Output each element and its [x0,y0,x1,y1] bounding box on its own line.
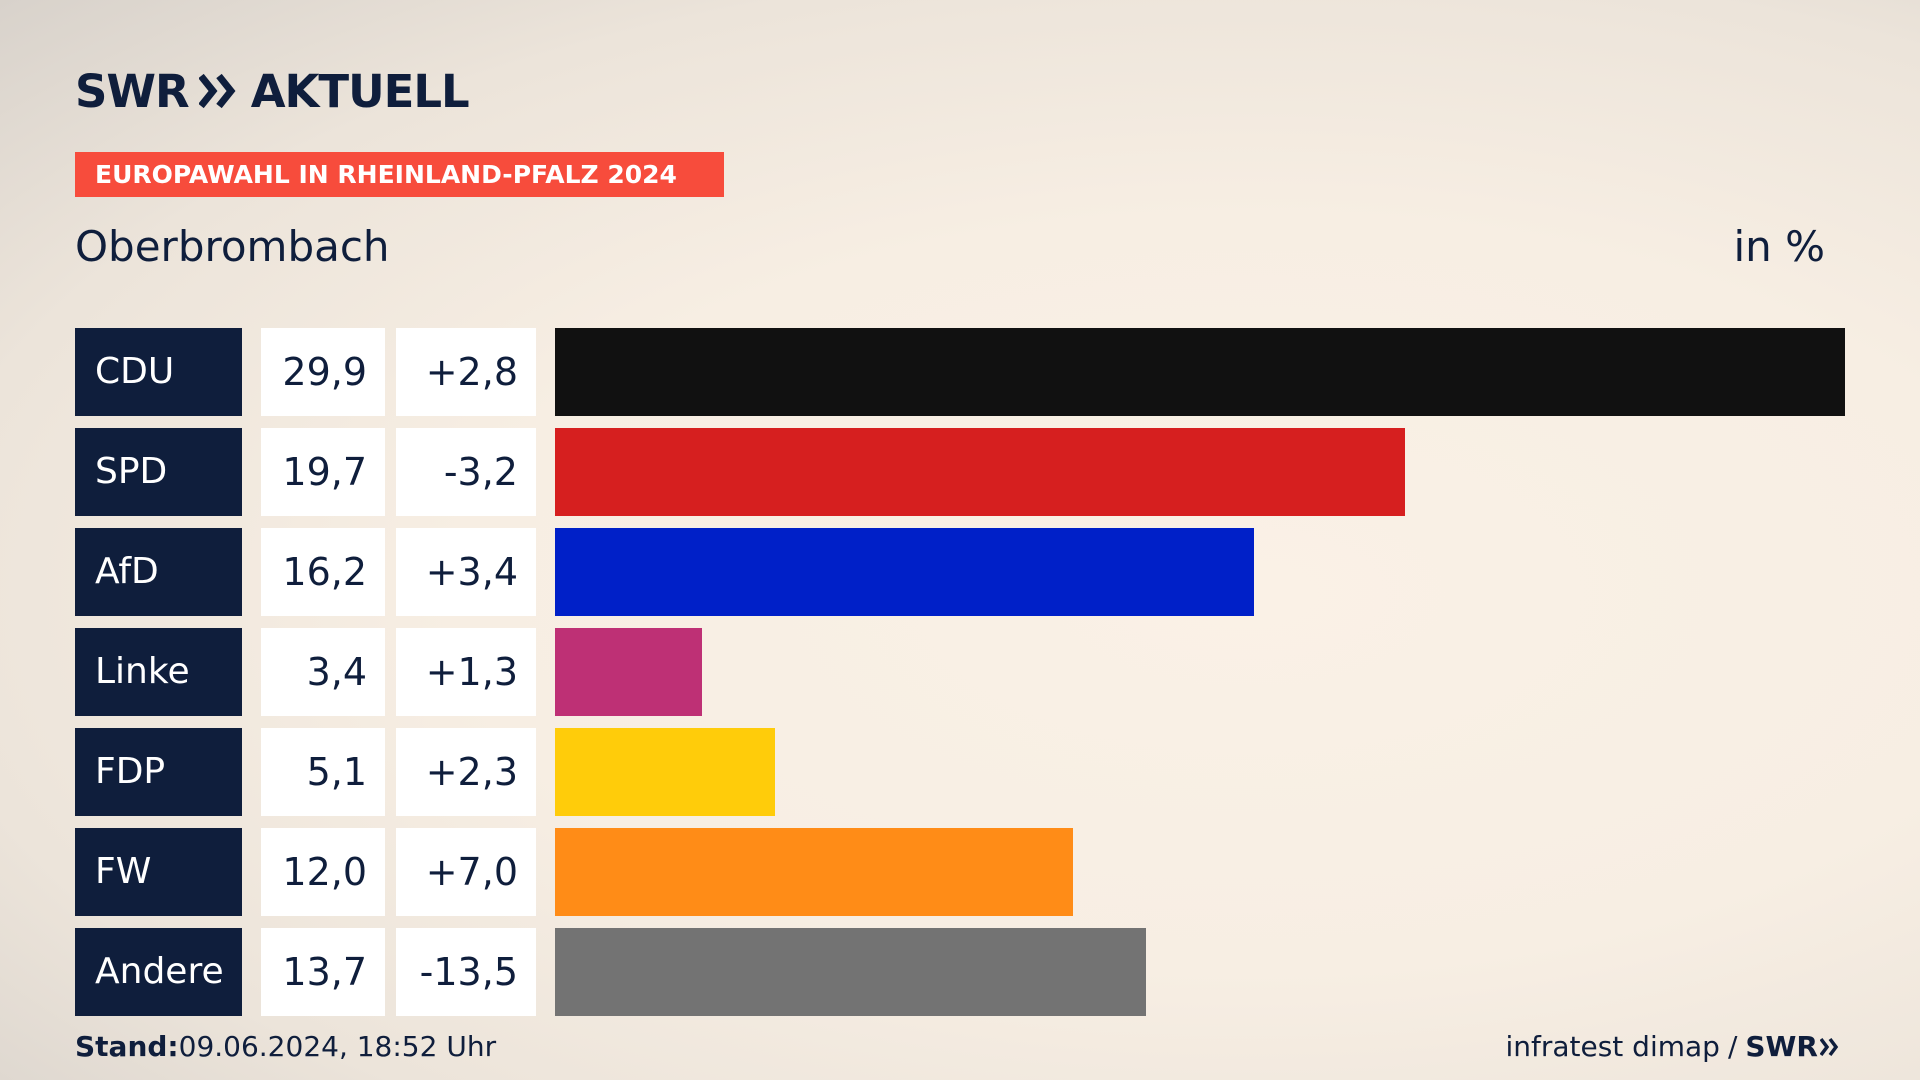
party-label: Linke [75,628,242,716]
party-label: CDU [75,328,242,416]
party-label: Andere [75,928,242,1016]
result-row-fdp: FDP 5,1 +2,3 [75,728,1845,816]
vote-change-value: -13,5 [396,928,536,1016]
result-row-spd: SPD 19,7 -3,2 [75,428,1845,516]
vote-change-value: -3,2 [396,428,536,516]
logo-swr-text: SWR [75,64,190,118]
party-label: AfD [75,528,242,616]
stand-label: Stand: [75,1030,179,1063]
unit-label: in % [1733,222,1825,271]
vote-change-value: +1,3 [396,628,536,716]
result-row-andere: Andere 13,7 -13,5 [75,928,1845,1016]
vote-share-value: 12,0 [261,828,385,916]
bar-fw [555,828,1073,916]
swr-mini-text: SWR [1745,1030,1818,1063]
party-label: SPD [75,428,242,516]
vote-change-value: +2,3 [396,728,536,816]
bar-andere [555,928,1146,1016]
vote-change-value: +7,0 [396,828,536,916]
timestamp: Stand:09.06.2024, 18:52 Uhr [75,1030,496,1063]
party-label: FDP [75,728,242,816]
bar-afd [555,528,1254,616]
bar-cdu [555,328,1845,416]
stand-value: 09.06.2024, 18:52 Uhr [178,1030,497,1063]
place-title: Oberbrombach [75,222,390,271]
result-row-fw: FW 12,0 +7,0 [75,828,1845,916]
source-name: infratest dimap [1505,1030,1720,1063]
swr-mini-logo: SWR [1745,1030,1842,1063]
swr-aktuell-logo: SWR AKTUELL [75,64,470,118]
vote-change-value: +2,8 [396,328,536,416]
double-chevron-icon [1820,1037,1839,1056]
vote-share-value: 3,4 [261,628,385,716]
result-row-afd: AfD 16,2 +3,4 [75,528,1845,616]
party-label: FW [75,828,242,916]
vote-share-value: 19,7 [261,428,385,516]
results-chart: CDU 29,9 +2,8 SPD 19,7 -3,2 AfD 16,2 +3,4 Linke 3,… [75,328,1845,1016]
source-separator: / [1727,1030,1738,1063]
vote-share-value: 29,9 [261,328,385,416]
bar-linke [555,628,702,716]
vote-share-value: 16,2 [261,528,385,616]
bar-spd [555,428,1405,516]
logo-aktuell-text: AKTUELL [250,64,470,118]
result-row-linke: Linke 3,4 +1,3 [75,628,1845,716]
result-row-cdu: CDU 29,9 +2,8 [75,328,1845,416]
vote-change-value: +3,4 [396,528,536,616]
double-chevron-icon [198,73,236,109]
bar-fdp [555,728,775,816]
source-credit: infratest dimap / SWR [1505,1030,1842,1063]
vote-share-value: 5,1 [261,728,385,816]
vote-share-value: 13,7 [261,928,385,1016]
election-banner: EUROPAWAHL IN RHEINLAND-PFALZ 2024 [75,152,724,197]
